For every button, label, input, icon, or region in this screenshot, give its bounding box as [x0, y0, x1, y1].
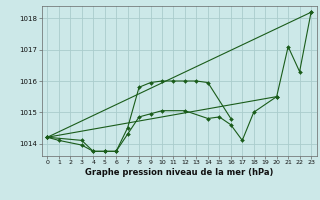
X-axis label: Graphe pression niveau de la mer (hPa): Graphe pression niveau de la mer (hPa)	[85, 168, 273, 177]
